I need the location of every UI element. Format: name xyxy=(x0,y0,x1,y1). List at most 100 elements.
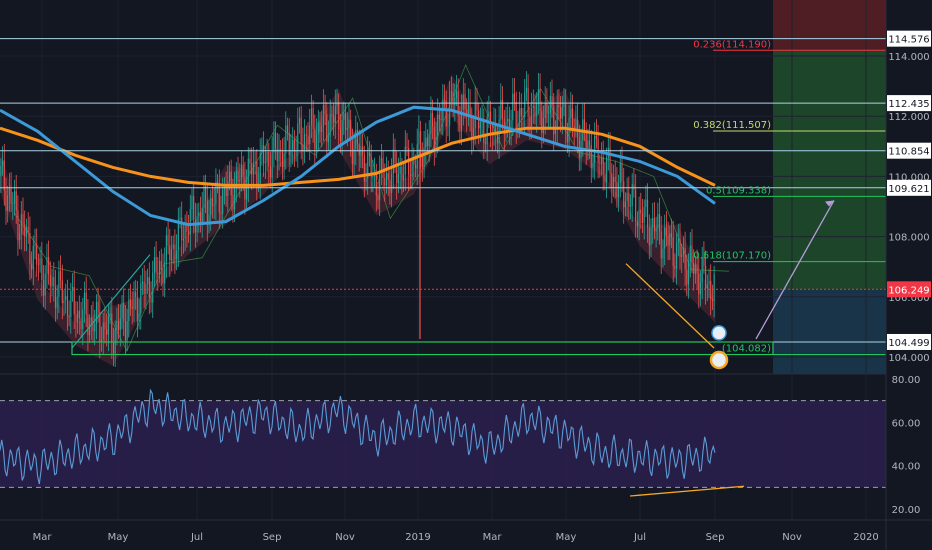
candle-body xyxy=(41,258,43,280)
candle-body xyxy=(309,125,311,145)
candle-body xyxy=(705,266,707,289)
candle-body xyxy=(444,100,446,101)
candle-body xyxy=(522,116,524,118)
candle-body xyxy=(184,224,186,239)
candle-body xyxy=(155,257,157,273)
candle-body xyxy=(423,147,425,168)
candle-body xyxy=(49,274,51,287)
candle-body xyxy=(657,214,659,228)
candle-body xyxy=(97,301,99,313)
candle-body xyxy=(165,235,167,262)
candle-body xyxy=(288,132,290,156)
candle-body xyxy=(112,342,114,354)
candle-body xyxy=(99,312,101,342)
candle-body xyxy=(387,173,389,180)
candle-body xyxy=(672,237,674,266)
candle-body xyxy=(31,263,33,270)
candle-body xyxy=(292,139,294,151)
candle-body xyxy=(356,130,358,144)
candle-body xyxy=(401,166,403,181)
candle-body xyxy=(684,248,686,270)
candle-body xyxy=(411,159,413,177)
candle-body xyxy=(19,232,21,240)
candle-body xyxy=(531,107,533,127)
candle-body xyxy=(355,130,357,149)
candle-body xyxy=(218,184,220,213)
fib-label: 0.236(114.190) xyxy=(693,39,771,50)
candle-body xyxy=(604,174,606,183)
candle-body xyxy=(590,144,592,168)
candle-body xyxy=(89,323,91,336)
candle-body xyxy=(665,227,667,236)
candle-body xyxy=(589,140,591,145)
candle-body xyxy=(182,238,184,241)
candle-body xyxy=(691,245,693,263)
candle-body xyxy=(147,277,149,285)
candle-body xyxy=(351,141,353,165)
candle-body xyxy=(297,123,299,152)
candle-body xyxy=(452,91,454,106)
candle-body xyxy=(254,161,256,163)
level-price-tag xyxy=(887,30,931,47)
candle-body xyxy=(12,203,14,204)
time-tick-label: Sep xyxy=(263,532,282,543)
candle-body xyxy=(298,117,300,124)
candle-body xyxy=(123,303,125,322)
candle-body xyxy=(546,102,548,114)
candle-body xyxy=(346,128,348,130)
candle-body xyxy=(713,274,715,301)
candle-body xyxy=(643,207,645,223)
candle-body xyxy=(493,123,495,136)
candle-body xyxy=(73,287,75,315)
candle-body xyxy=(268,152,270,167)
candle-body xyxy=(420,131,422,155)
candle-body xyxy=(612,177,614,188)
candle-body xyxy=(466,109,468,116)
candle-body xyxy=(191,195,193,209)
candle-body xyxy=(519,108,521,123)
candle-body xyxy=(259,153,261,184)
candle-body xyxy=(107,315,109,335)
candle-body xyxy=(367,152,369,179)
candle-body xyxy=(314,129,316,150)
candle-body xyxy=(488,111,490,117)
candle-body xyxy=(157,272,159,275)
candle-body xyxy=(525,87,527,93)
rsi-layer xyxy=(0,388,886,497)
candle-body xyxy=(246,185,248,200)
candle-body xyxy=(200,212,202,223)
candle-body xyxy=(553,105,555,135)
candle-body xyxy=(447,125,449,127)
candle-body xyxy=(237,170,239,182)
candle-body xyxy=(111,313,113,343)
candle-body xyxy=(104,322,106,330)
candle-body xyxy=(474,102,476,128)
candle-body xyxy=(75,314,77,323)
candle-body xyxy=(181,217,183,241)
drawings-layer xyxy=(71,200,835,370)
level-price-label: 114.576 xyxy=(888,35,929,46)
candle-body xyxy=(58,271,60,297)
candle-body xyxy=(44,273,46,296)
candle-body xyxy=(599,163,601,164)
candle-body xyxy=(710,280,712,300)
candle-body xyxy=(379,171,381,201)
level-price-tag xyxy=(887,142,931,159)
candle-body xyxy=(694,264,696,274)
candle-body xyxy=(201,208,203,223)
candle-body xyxy=(205,186,207,202)
candle-body xyxy=(109,313,111,316)
candle-body xyxy=(677,239,679,243)
candle-body xyxy=(645,199,647,208)
candle-body xyxy=(495,123,497,134)
candle-body xyxy=(225,187,227,196)
candle-body xyxy=(15,191,17,211)
fib-label: 0.618(107.170) xyxy=(693,251,771,262)
fib-label: (104.082) xyxy=(722,344,771,355)
candle-body xyxy=(479,122,481,129)
candle-body xyxy=(461,109,463,132)
candle-body xyxy=(8,188,10,196)
candle-body xyxy=(618,182,620,197)
ma-fast-line xyxy=(0,105,716,227)
time-tick-label: May xyxy=(108,532,129,543)
